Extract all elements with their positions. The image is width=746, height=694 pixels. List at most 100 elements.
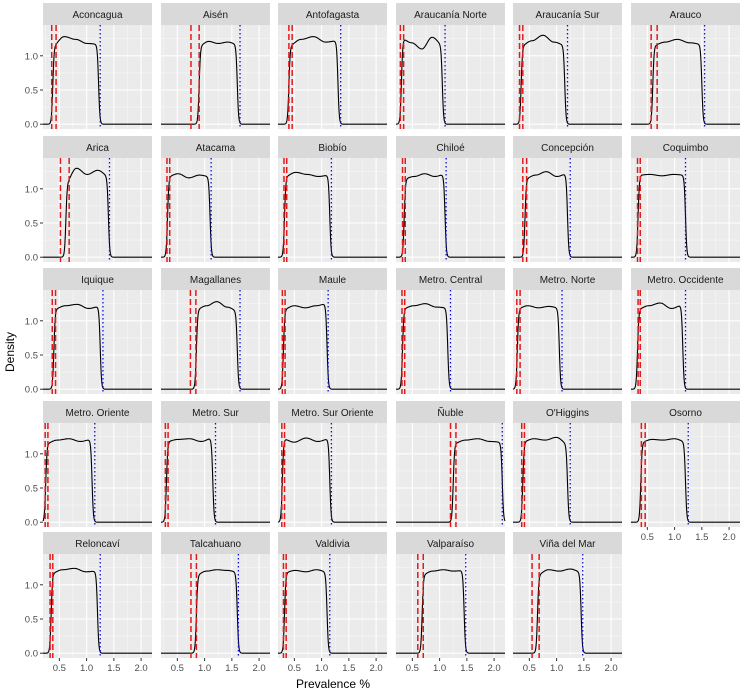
x-tick-label: 1.0: [433, 663, 446, 674]
facet-panels: Aconcagua 0.0 0.5 1.0 Aisén Antofagasta Arauca…: [25, 3, 740, 674]
panel-background: [396, 25, 505, 129]
x-tick-label: 0.5: [523, 663, 536, 674]
density-curve: [396, 569, 505, 654]
y-tick-label: 0.5: [25, 484, 38, 495]
facet-strip: [396, 401, 505, 423]
y-tick-label: 1.0: [25, 580, 38, 591]
facet-panel: Metro. Occidente: [630, 268, 740, 394]
facet-title: Araucanía Sur: [536, 10, 601, 21]
facet-panel: Magallanes: [161, 268, 270, 394]
y-axis-title: Density: [3, 332, 17, 372]
facet-panel: Antofagasta: [278, 3, 387, 129]
x-tick-label: 1.5: [577, 663, 590, 674]
facet-title: Iquique: [81, 275, 114, 286]
facet-strip: [161, 3, 270, 25]
facet-strip: [43, 532, 152, 554]
facet-strip: [631, 268, 740, 290]
facet-panel: Arica 0.0 0.5 1.0: [25, 136, 152, 264]
facet-panel: Aisén: [161, 3, 270, 129]
facet-title: Arica: [86, 143, 109, 154]
facet-panel: Concepción: [513, 136, 622, 262]
density-curve: [395, 303, 505, 390]
density-curve: [395, 36, 505, 125]
density-curve: [161, 40, 270, 125]
y-tick-label: 0.0: [25, 649, 38, 660]
panel-background: [278, 554, 387, 658]
facet-strip: [161, 136, 270, 158]
y-tick-label: 0.5: [25, 615, 38, 626]
y-tick-label: 1.0: [25, 51, 38, 62]
facet-title: Valdivia: [315, 539, 350, 550]
y-tick-label: 1.0: [25, 184, 38, 195]
x-tick-label: 1.5: [225, 663, 238, 674]
facet-panel: Araucanía Sur: [513, 3, 622, 129]
facet-strip: [278, 136, 387, 158]
facet-title: Viña del Mar: [540, 539, 597, 550]
x-tick-label: 1.0: [80, 663, 93, 674]
density-curve: [631, 173, 740, 258]
panel-background: [43, 25, 152, 129]
y-tick-label: 1.0: [25, 316, 38, 327]
facet-title: Aconcagua: [72, 10, 122, 21]
y-tick-label: 0.0: [25, 120, 38, 131]
facet-title: Magallanes: [190, 275, 241, 286]
y-tick-label: 1.0: [25, 449, 38, 460]
facet-strip: [43, 136, 152, 158]
x-tick-label: 0.5: [53, 663, 66, 674]
x-tick-label: 1.0: [668, 532, 681, 543]
y-tick-label: 0.0: [25, 253, 38, 264]
x-tick-label: 2.0: [369, 663, 382, 674]
facet-strip: [396, 3, 505, 25]
facet-title: Valparaíso: [427, 539, 475, 550]
facet-strip: [43, 401, 152, 423]
facet-strip: [513, 401, 622, 423]
facet-strip: [513, 3, 622, 25]
facet-panel: Metro. Sur: [160, 401, 270, 527]
density-curve: [513, 171, 622, 258]
panel-background: [396, 158, 505, 262]
facet-title: O'Higgins: [546, 408, 589, 419]
density-curve: [277, 171, 387, 258]
density-curve: [43, 303, 152, 390]
facet-title: Aisén: [203, 10, 228, 21]
x-tick-label: 0.5: [406, 663, 419, 674]
facet-strip: [513, 268, 622, 290]
facet-title: Antofagasta: [306, 10, 360, 21]
facet-strip: [43, 3, 152, 25]
facet-title: Maule: [319, 275, 347, 286]
panel-background: [161, 158, 270, 262]
facet-title: Metro. Occidente: [647, 275, 724, 286]
panel-background: [513, 290, 622, 394]
facet-strip: [278, 532, 387, 554]
panel-background: [278, 25, 387, 129]
density-curve: [630, 302, 740, 390]
x-axis-title: Prevalence %: [296, 677, 370, 691]
panel-background: [161, 554, 270, 658]
x-tick-label: 1.5: [342, 663, 355, 674]
facet-title: Ñuble: [437, 406, 464, 419]
density-curve: [161, 301, 270, 390]
facet-title: Metro. Sur: [192, 408, 239, 419]
facet-title: Metro. Central: [419, 275, 482, 286]
facet-strip: [513, 136, 622, 158]
density-curve: [161, 569, 270, 654]
facet-panel: Talcahuano 0.5 1.0 1.5 2.0: [161, 532, 270, 674]
density-curve: [396, 173, 505, 258]
facet-panel: Coquimbo: [631, 136, 740, 262]
facet-strip: [513, 532, 622, 554]
facet-strip: [43, 268, 152, 290]
facet-strip: [631, 3, 740, 25]
facet-panel: Chiloé: [396, 136, 505, 262]
density-curve: [512, 305, 622, 390]
density-curve: [43, 36, 152, 125]
facet-strip: [161, 268, 270, 290]
facet-panel: Reloncaví 0.0 0.5 1.0 0.5 1.0 1.5 2.0: [25, 532, 152, 674]
y-tick-label: 0.0: [25, 385, 38, 396]
density-curve: [160, 173, 270, 258]
panel-background: [278, 158, 387, 262]
facet-panel: Viña del Mar 0.5 1.0 1.5 2.0: [513, 532, 622, 674]
facet-panel: Osorno 0.5 1.0 1.5 2.0: [631, 401, 740, 543]
facet-title: Araucanía Norte: [414, 10, 487, 21]
density-curve: [513, 436, 622, 523]
